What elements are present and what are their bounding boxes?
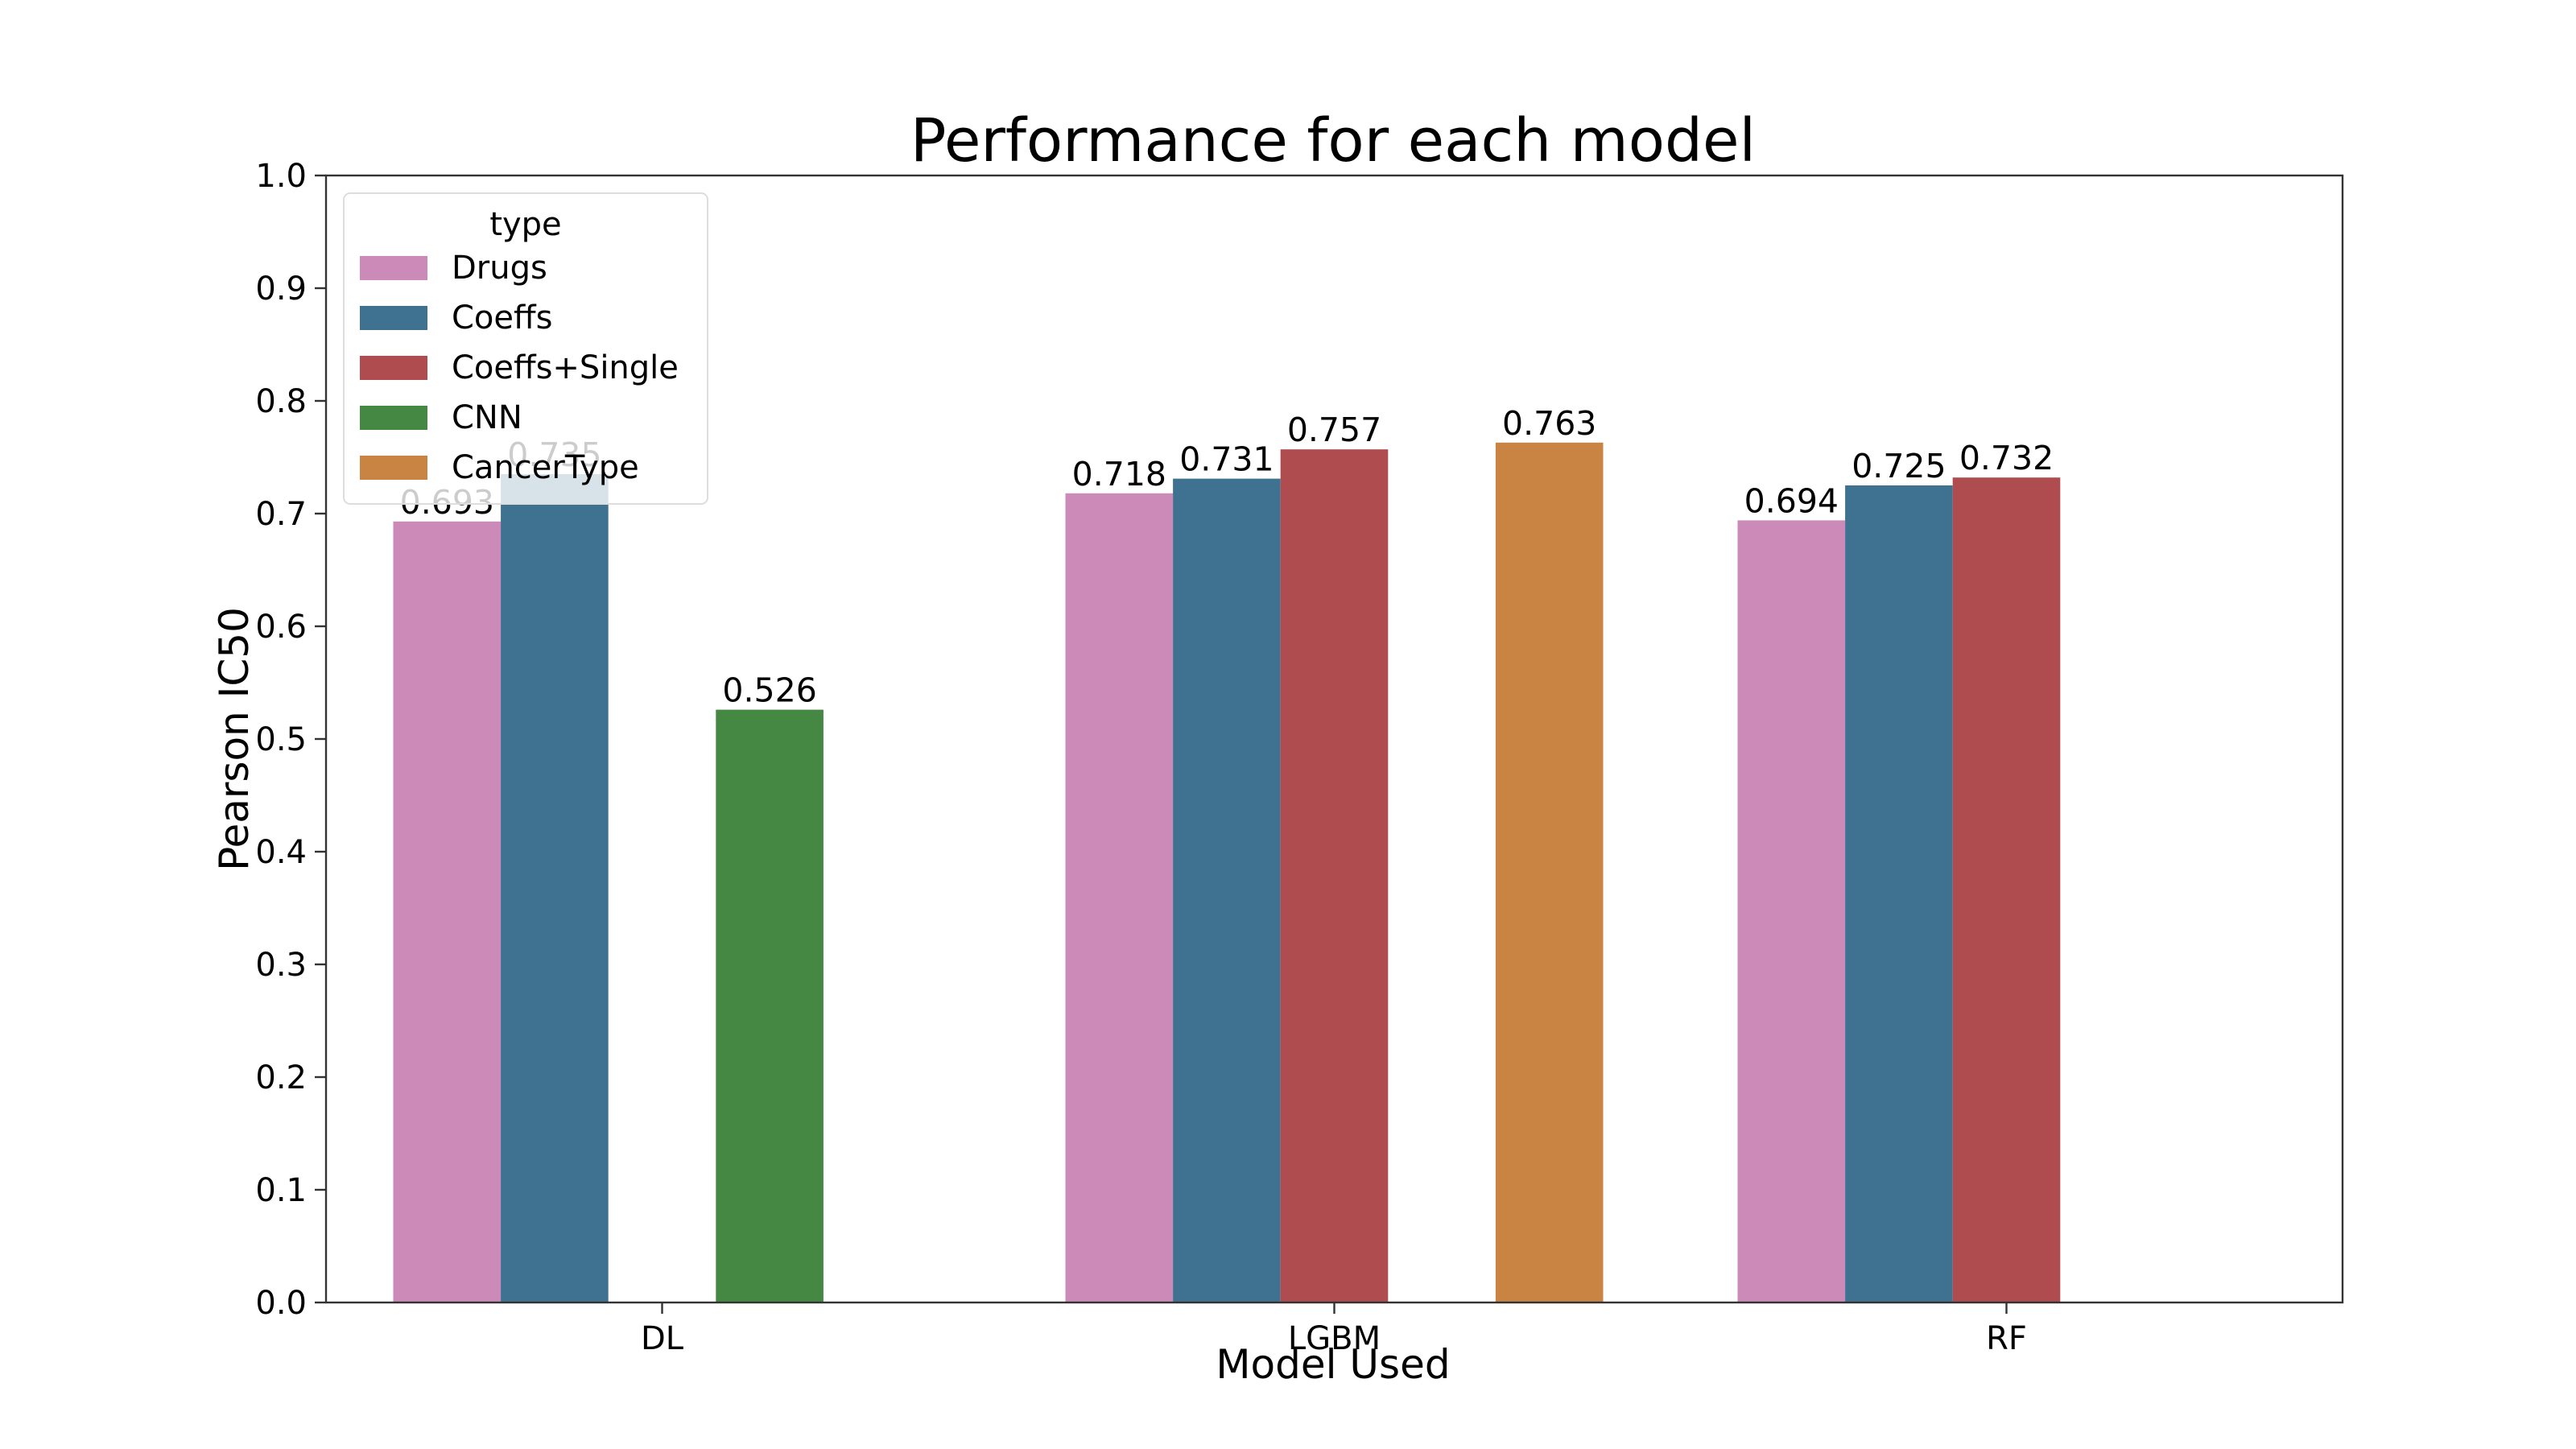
legend-swatch (360, 256, 427, 280)
bar-dl-cnn (716, 709, 824, 1302)
y-tick-label: 0.8 (255, 383, 307, 420)
legend-swatch (360, 356, 427, 380)
data-label: 0.725 (1852, 447, 1946, 485)
legend: type Drugs Coeffs Coeffs+Single CNN CancerTyp… (343, 192, 708, 505)
x-tick-label: DL (641, 1320, 684, 1357)
bar-lgbm-coeffs-single (1280, 449, 1389, 1303)
bars-layer (393, 442, 2061, 1303)
bar-dl-drugs (393, 521, 502, 1302)
y-tick-label: 0.9 (255, 270, 307, 308)
y-tick-label: 0.5 (255, 721, 307, 758)
data-label: 0.718 (1072, 455, 1166, 493)
y-tick-label: 0.7 (255, 496, 307, 533)
data-label: 0.694 (1744, 481, 1839, 520)
bar-lgbm-cancertype (1495, 442, 1604, 1302)
legend-entry: Drugs (452, 250, 547, 287)
y-tick-label: 0.3 (255, 947, 307, 984)
y-tick-label: 0.4 (255, 834, 307, 871)
x-tick-label: LGBM (1288, 1320, 1381, 1357)
data-label: 0.731 (1179, 440, 1274, 479)
legend-title: type (489, 206, 561, 243)
bar-rf-coeffs (1845, 485, 1953, 1302)
legend-entry: Coeffs+Single (452, 349, 679, 386)
y-tick-label: 1.0 (255, 158, 307, 195)
y-tick-label: 0.2 (255, 1059, 307, 1096)
legend-swatch (360, 406, 427, 430)
data-label: 0.526 (722, 671, 816, 710)
legend-entry: CancerType (452, 449, 639, 486)
legend-entry: CNN (452, 399, 522, 436)
legend-swatch (360, 456, 427, 480)
x-tick-label: RF (1986, 1320, 2027, 1357)
legend-entry: Coeffs (452, 299, 552, 336)
y-tick-label: 0.1 (255, 1172, 307, 1209)
y-tick-label: 0.6 (255, 609, 307, 646)
bar-dl-coeffs (501, 474, 609, 1302)
legend-swatch (360, 306, 427, 330)
bar-rf-drugs (1737, 520, 1846, 1302)
chart-title: Performance for each model (910, 106, 1756, 175)
data-label: 0.757 (1287, 411, 1381, 449)
data-label: 0.732 (1959, 439, 2054, 477)
y-axis: 0.0 0.1 0.2 0.3 0.4 0.5 0.6 0.7 0.8 0.9 1.0 (255, 158, 326, 1322)
x-axis-label: Model Used (1216, 1341, 1450, 1388)
bar-lgbm-coeffs (1173, 478, 1281, 1302)
x-axis: DL LGBM RF (641, 1302, 2027, 1357)
bar-rf-coeffs-single (1952, 477, 2061, 1303)
bar-lgbm-drugs (1065, 493, 1174, 1302)
y-axis-label: Pearson IC50 (211, 607, 258, 871)
legend-frame (343, 192, 708, 505)
y-tick-label: 0.0 (255, 1285, 307, 1322)
data-label: 0.763 (1502, 404, 1596, 443)
